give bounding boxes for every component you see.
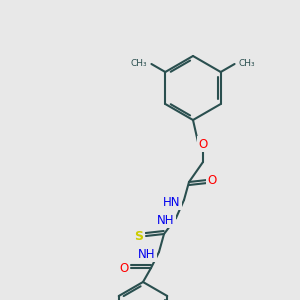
Text: CH₃: CH₃ [131,59,147,68]
Text: O: O [207,175,217,188]
Text: S: S [134,230,143,244]
Text: NH: NH [138,248,156,260]
Text: CH₃: CH₃ [238,59,255,68]
Text: O: O [119,262,129,275]
Text: HN: HN [163,196,181,208]
Text: NH: NH [157,214,175,226]
Text: O: O [198,137,208,151]
